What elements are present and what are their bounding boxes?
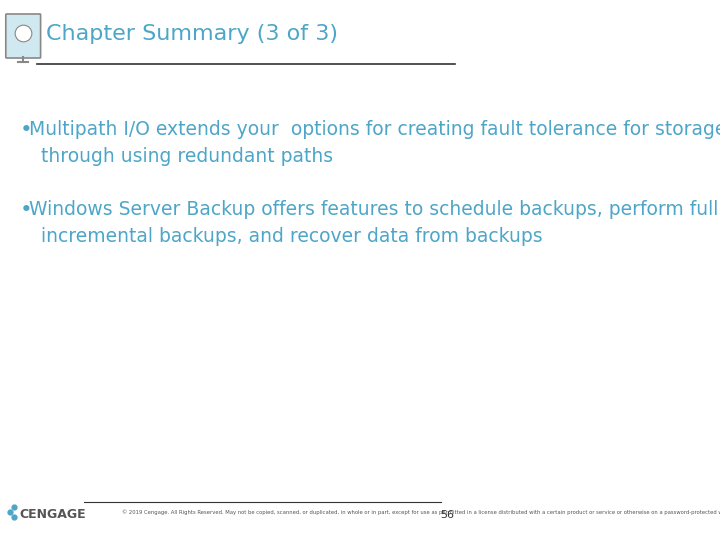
Text: CENGAGE: CENGAGE [19,509,86,522]
Text: •: • [19,200,32,220]
Text: Windows Server Backup offers features to schedule backups, perform full or
  inc: Windows Server Backup offers features to… [29,200,720,246]
Text: © 2019 Cengage. All Rights Reserved. May not be copied, scanned, or duplicated, : © 2019 Cengage. All Rights Reserved. May… [122,509,720,515]
Text: •: • [19,120,32,140]
Text: Chapter Summary (3 of 3): Chapter Summary (3 of 3) [46,24,338,44]
Text: Multipath I/O extends your  options for creating fault tolerance for storage
  t: Multipath I/O extends your options for c… [29,120,720,165]
Text: 56: 56 [441,510,454,520]
FancyBboxPatch shape [6,14,40,58]
